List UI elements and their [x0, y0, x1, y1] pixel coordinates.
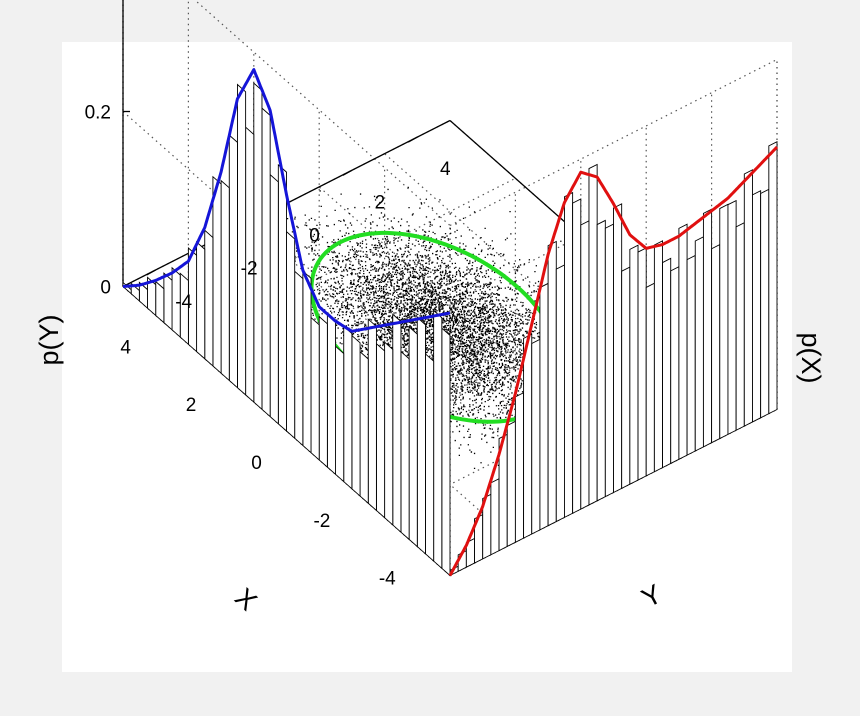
histogram-bar: [335, 345, 345, 483]
histogram-bar: [367, 318, 377, 512]
histogram-bar: [645, 282, 655, 477]
histogram-bar: [130, 282, 140, 302]
histogram-bar: [711, 243, 721, 444]
histogram-bar: [138, 281, 148, 310]
histogram-bar: [678, 223, 688, 461]
wall-gridline: [449, 58, 778, 227]
histogram-bar: [187, 247, 198, 353]
histogram-bar: [555, 264, 565, 523]
histogram-bar: [237, 83, 247, 396]
y-tick-mark: [342, 169, 353, 176]
histogram-bar: [384, 341, 394, 526]
histogram-bar: [514, 391, 525, 544]
p-x-axis-label: p(X): [796, 332, 826, 383]
histogram-bar: [212, 175, 222, 375]
wall-gridline: [449, 233, 778, 402]
histogram-bar: [171, 266, 181, 339]
y-tick-mark: [407, 136, 418, 143]
histogram-bar: [523, 333, 533, 539]
histogram-bar: [359, 350, 369, 505]
x-tick-label: -4: [379, 569, 396, 590]
histogram-bar: [261, 107, 271, 418]
x-tick-label: 4: [120, 337, 131, 358]
histogram-bar: [220, 179, 230, 382]
histogram-bar: [179, 272, 189, 346]
histogram-bar: [604, 223, 614, 498]
histogram-bar: [588, 163, 598, 506]
histogram-bar: [531, 338, 541, 535]
histogram-bar: [286, 230, 296, 440]
histogram-bar: [564, 191, 574, 519]
y-tick-label: -2: [241, 259, 258, 280]
histogram-bar: [147, 276, 157, 317]
histogram-bar: [694, 236, 704, 452]
histogram-bar: [743, 169, 753, 427]
histogram-bar: [490, 477, 500, 556]
histogram-bar: [433, 309, 443, 570]
histogram-bar: [621, 266, 631, 490]
x-tick-label: 0: [251, 453, 262, 474]
p-y-axis-label: p(Y): [34, 314, 64, 365]
histogram-bar: [662, 257, 672, 469]
histogram-bar: [572, 198, 582, 514]
histogram-bar: [441, 327, 451, 577]
histogram-bar: [400, 350, 410, 541]
histogram-bar: [351, 334, 361, 498]
histogram-bar: [596, 219, 606, 502]
histogram-bar: [326, 312, 336, 476]
histogram-bar: [416, 316, 426, 555]
y-tick-label: 2: [375, 192, 386, 213]
histogram-bar: [277, 163, 287, 432]
x-tick-label: -2: [313, 511, 330, 532]
histogram-bar: [670, 265, 680, 465]
histogram-bar: [506, 420, 516, 548]
histogram-bar: [318, 315, 328, 469]
y-tick-label: -4: [175, 292, 192, 313]
histogram-bar: [343, 325, 353, 490]
y-tick-label: 0: [309, 226, 320, 247]
histogram-bar: [760, 188, 770, 419]
histogram-bar: [392, 313, 402, 534]
histogram-bar: [163, 272, 173, 331]
histogram-bar: [196, 241, 206, 360]
histogram-bar: [653, 240, 663, 473]
histogram-bar: [302, 270, 312, 454]
histogram-bar: [547, 240, 557, 527]
histogram-bar: [580, 220, 590, 510]
wall-gridline: [193, 0, 451, 226]
p-x-curve: [122, 68, 451, 333]
histogram-bar: [294, 270, 304, 447]
z-tick-label: 0.2: [85, 103, 111, 124]
histogram-bar: [719, 203, 729, 440]
z-tick-label: 0: [100, 278, 111, 299]
histogram-bar: [155, 280, 165, 324]
histogram-bar: [727, 199, 737, 436]
histogram-bar: [637, 247, 647, 481]
histogram-bar: [686, 254, 696, 456]
histogram-bar: [539, 282, 549, 531]
p-y-curve: [448, 145, 779, 577]
histogram-bar: [204, 229, 214, 367]
histogram-bar: [702, 208, 713, 448]
histogram-bar: [735, 222, 745, 431]
y-tick-label: 4: [440, 159, 451, 180]
histogram-bar: [375, 342, 386, 519]
histogram-bar: [253, 82, 263, 411]
histogram-bars: [122, 82, 778, 577]
histogram-bar: [768, 140, 778, 415]
histogram-bar: [408, 325, 418, 548]
histogram-bar: [425, 352, 435, 563]
histogram-bar: [310, 316, 320, 461]
histogram-bar: [613, 203, 623, 494]
histogram-bar: [752, 189, 762, 423]
y-tick-mark: [146, 269, 157, 276]
marginal-curves: [122, 68, 779, 577]
histogram-bar: [228, 134, 238, 389]
histogram-bar: [269, 173, 279, 425]
histogram-bar: [629, 244, 639, 485]
x-tick-label: 2: [186, 395, 197, 416]
